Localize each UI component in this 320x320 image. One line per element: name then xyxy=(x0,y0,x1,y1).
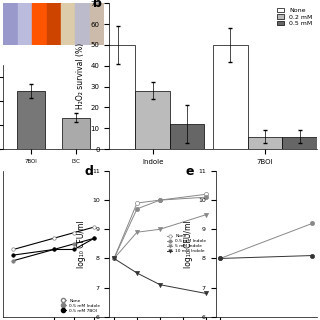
Bar xyxy=(282,137,317,149)
None xyxy=(112,257,116,260)
Bar xyxy=(135,91,170,149)
Text: b: b xyxy=(93,0,102,10)
Bar xyxy=(46,3,61,45)
Legend: None, 0.2 mM, 0.5 mM: None, 0.2 mM, 0.5 mM xyxy=(275,6,314,28)
10 mM Indole xyxy=(204,292,208,295)
5 mM Indole xyxy=(135,230,139,234)
0.5 mM Indole xyxy=(135,207,139,211)
Line: 0.5 mM Indole: 0.5 mM Indole xyxy=(112,195,208,260)
Line: None: None xyxy=(112,192,208,260)
5 mM Indole xyxy=(204,213,208,217)
Bar xyxy=(3,3,18,45)
Bar xyxy=(62,118,90,149)
Text: e: e xyxy=(185,165,194,178)
0.5 mM Indole xyxy=(158,198,162,202)
Legend: None, 0.5 mM Indole, 0.5 mM 7BOI: None, 0.5 mM Indole, 0.5 mM 7BOI xyxy=(60,297,102,315)
Bar xyxy=(170,124,204,149)
10 mM Indole xyxy=(135,271,139,275)
Y-axis label: log₁₀ CFU/ml: log₁₀ CFU/ml xyxy=(184,220,193,268)
None xyxy=(135,201,139,205)
Line: 5 mM Indole: 5 mM Indole xyxy=(112,212,208,260)
None xyxy=(204,192,208,196)
Y-axis label: log₁₀ CFU/ml: log₁₀ CFU/ml xyxy=(77,220,86,268)
Bar xyxy=(32,3,46,45)
10 mM Indole xyxy=(158,283,162,287)
Line: 10 mM Indole: 10 mM Indole xyxy=(112,256,208,296)
5 mM Indole xyxy=(158,228,162,231)
10 mM Indole xyxy=(112,257,116,260)
Bar xyxy=(18,3,32,45)
Y-axis label: H₂O₂ survival (%): H₂O₂ survival (%) xyxy=(76,43,85,109)
Bar xyxy=(101,45,135,149)
Bar xyxy=(248,137,282,149)
None xyxy=(158,198,162,202)
Bar xyxy=(76,3,90,45)
Bar xyxy=(61,3,76,45)
Bar xyxy=(213,45,248,149)
5 mM Indole xyxy=(112,257,116,260)
Text: d: d xyxy=(84,165,93,178)
Legend: None, 0.5 mM Indole, 5 mM Indole, 10 mM Indole: None, 0.5 mM Indole, 5 mM Indole, 10 mM … xyxy=(166,233,208,255)
Bar xyxy=(90,3,104,45)
0.5 mM Indole xyxy=(112,257,116,260)
Bar xyxy=(17,91,45,149)
0.5 mM Indole xyxy=(204,195,208,199)
